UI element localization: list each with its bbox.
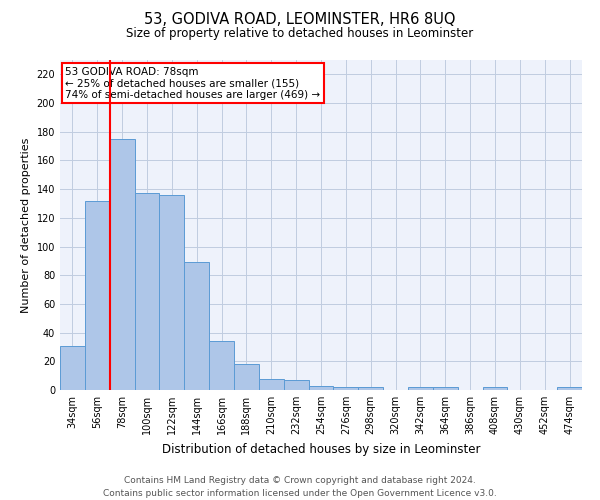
Bar (134, 194, 160, 390)
Bar (408, 387, 433, 390)
X-axis label: Distribution of detached houses by size in Leominster: Distribution of detached houses by size … (162, 442, 480, 456)
Text: Contains HM Land Registry data © Crown copyright and database right 2024.
Contai: Contains HM Land Registry data © Crown c… (103, 476, 497, 498)
Bar (557, 387, 582, 390)
Bar (284, 380, 308, 390)
Bar (160, 195, 184, 390)
Bar (234, 364, 259, 390)
Y-axis label: Number of detached properties: Number of detached properties (21, 138, 31, 312)
Bar (209, 341, 234, 390)
Text: Size of property relative to detached houses in Leominster: Size of property relative to detached ho… (127, 28, 473, 40)
Bar (110, 139, 134, 390)
Bar (433, 387, 458, 390)
Bar (85, 200, 110, 390)
Bar (308, 386, 334, 390)
Bar (259, 378, 284, 390)
Bar (60, 346, 85, 390)
Bar (184, 262, 209, 390)
Text: 53, GODIVA ROAD, LEOMINSTER, HR6 8UQ: 53, GODIVA ROAD, LEOMINSTER, HR6 8UQ (144, 12, 456, 28)
Bar (334, 387, 358, 390)
Text: 53 GODIVA ROAD: 78sqm
← 25% of detached houses are smaller (155)
74% of semi-det: 53 GODIVA ROAD: 78sqm ← 25% of detached … (65, 66, 320, 100)
Bar (358, 387, 383, 390)
Bar (482, 387, 508, 390)
